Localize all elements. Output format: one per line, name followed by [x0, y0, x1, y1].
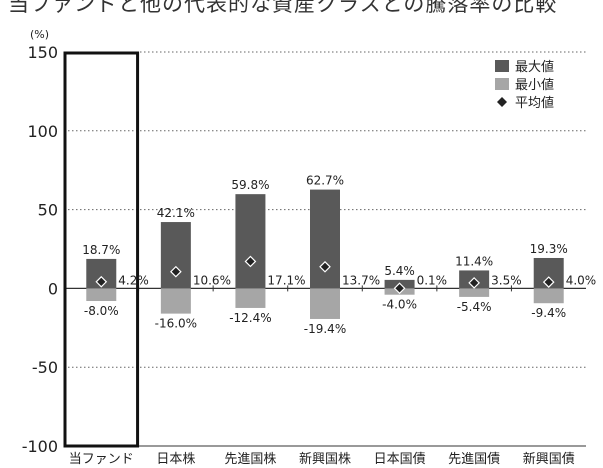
- max-bar: [160, 222, 191, 289]
- min-bar: [310, 288, 340, 319]
- x-tick-label: 日本国債: [374, 452, 426, 467]
- legend-label: 最小値: [515, 77, 554, 93]
- x-tick-label: 新興国債: [523, 451, 575, 467]
- y-tick-label: 50: [38, 201, 58, 220]
- max-value-label: 42.1%: [157, 206, 195, 220]
- x-tick-label: 新興国株: [299, 451, 351, 467]
- min-bar: [160, 288, 191, 314]
- average-marker: [95, 275, 108, 288]
- legend-swatch: [495, 78, 509, 90]
- x-tick-label: 先進国株: [224, 452, 276, 467]
- max-bar: [235, 194, 266, 289]
- legend-label: 最大値: [515, 59, 554, 75]
- average-value-label: 17.1%: [267, 273, 305, 287]
- y-tick-label: 0: [48, 279, 58, 298]
- min-value-label: -9.4%: [531, 306, 566, 320]
- max-value-label: 59.8%: [231, 178, 269, 192]
- min-value-label: -19.4%: [304, 322, 346, 336]
- y-tick-label: -100: [22, 437, 58, 456]
- y-tick-label: -50: [32, 358, 58, 377]
- y-tick-label: 100: [27, 122, 58, 141]
- max-value-label: 19.3%: [530, 242, 568, 256]
- data-labels: 18.7% -8.0% 4.2% 42.1% -16.0% 10.6% 59.8% -12.4…: [82, 174, 596, 336]
- highlight-frame: [63, 51, 140, 448]
- chart-title: 当ファンドと他の代表的な資産クラスとの騰落率の比較: [8, 0, 558, 16]
- min-value-label: -4.0%: [382, 298, 417, 312]
- min-bar: [533, 288, 564, 304]
- bars: [86, 189, 564, 319]
- min-bar: [86, 288, 117, 302]
- average-marker: [542, 276, 555, 288]
- average-marker: [468, 277, 480, 289]
- x-tick-label: 先進国債: [448, 452, 500, 467]
- max-bar: [310, 189, 340, 289]
- average-marker: [393, 282, 406, 295]
- legend-swatch: [497, 97, 507, 107]
- chart-title-strip: 当ファンドと他の代表的な資産クラスとの騰落率の比較: [0, 0, 603, 30]
- average-value-label: 3.5%: [491, 273, 521, 287]
- average-value-label: 13.7%: [342, 273, 380, 287]
- x-tick-label: 当ファンド: [69, 452, 134, 467]
- legend-label: 平均値: [515, 95, 554, 111]
- average-value-label: 4.2%: [118, 273, 148, 287]
- average-value-label: 0.1%: [417, 273, 448, 287]
- max-value-label: 5.4%: [384, 264, 415, 278]
- legend-swatch: [495, 60, 509, 72]
- max-value-label: 11.4%: [455, 254, 493, 268]
- min-value-label: -12.4%: [229, 311, 271, 325]
- min-value-label: -16.0%: [155, 317, 197, 331]
- average-marker: [170, 265, 182, 278]
- max-value-label: 18.7%: [82, 243, 120, 257]
- average-markers: [95, 255, 555, 295]
- max-value-label: 62.7%: [306, 174, 344, 188]
- average-marker: [319, 260, 331, 273]
- min-value-label: -5.4%: [457, 300, 492, 314]
- average-marker: [244, 255, 257, 268]
- min-value-label: -8.0%: [84, 304, 119, 318]
- min-bar: [459, 288, 490, 297]
- y-unit-label: (%): [30, 28, 49, 41]
- min-bar: [235, 288, 266, 308]
- average-value-label: 10.6%: [193, 273, 231, 287]
- x-tick-label: 日本株: [156, 452, 195, 467]
- axes: -100 -50 0 50 100 150 (%) 当ファンド 日本株 先進国株 新興国株 日本国債 先…: [22, 28, 586, 467]
- y-tick-label: 150: [27, 43, 58, 62]
- average-value-label: 4.0%: [566, 273, 597, 287]
